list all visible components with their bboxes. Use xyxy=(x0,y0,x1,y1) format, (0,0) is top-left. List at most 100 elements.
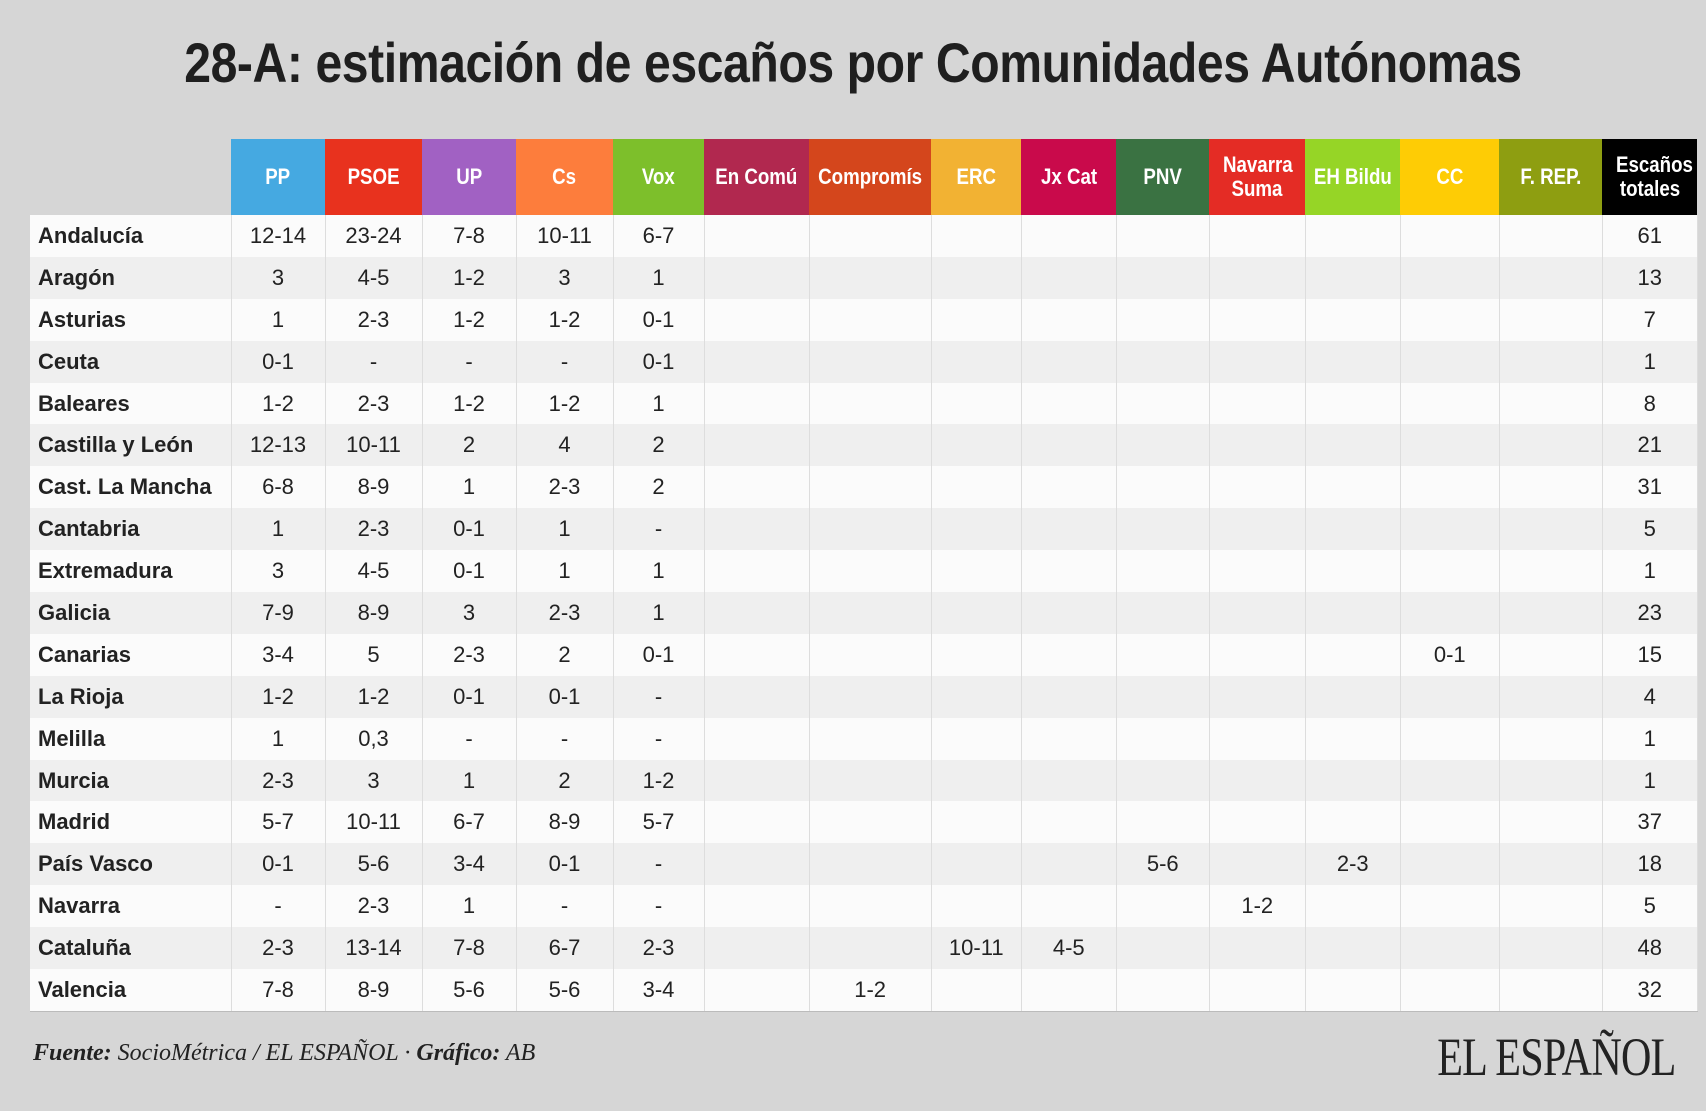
seat-cell xyxy=(704,969,810,1012)
seat-cell xyxy=(1400,298,1500,341)
seat-cell xyxy=(1499,717,1603,760)
seat-cell: 7-8 xyxy=(422,215,517,257)
seat-cell: 8-9 xyxy=(516,801,614,844)
seat-cell xyxy=(1021,843,1117,886)
seat-cell xyxy=(1116,466,1210,509)
region-label: Asturias xyxy=(30,298,232,341)
seat-cell: 2-3 xyxy=(516,466,614,509)
seat-cell xyxy=(1116,633,1210,676)
seat-cell: 31 xyxy=(1602,466,1698,509)
seat-cell: 10-11 xyxy=(931,927,1022,970)
seat-cell xyxy=(1116,927,1210,970)
seat-cell: 0-1 xyxy=(516,675,614,718)
seat-cell xyxy=(704,215,810,257)
seat-cell: 1 xyxy=(613,550,705,593)
region-label: Melilla xyxy=(30,717,232,760)
page-title: 28-A: estimación de escaños por Comunida… xyxy=(184,31,1522,94)
header-blank xyxy=(30,139,231,215)
table-row: Galicia 7-9 8-9 3 2-3 1 23 xyxy=(30,592,1698,634)
seat-cell xyxy=(1021,382,1117,425)
seat-cell: 1 xyxy=(422,759,517,802)
seat-cell: 48 xyxy=(1602,927,1698,970)
region-label: Castilla y León xyxy=(30,424,232,467)
seat-cell: 2-3 xyxy=(325,885,423,928)
seat-cell xyxy=(704,633,810,676)
seat-cell xyxy=(1021,969,1117,1012)
region-label: Valencia xyxy=(30,969,232,1012)
seat-cell: 21 xyxy=(1602,424,1698,467)
seat-cell: 1-2 xyxy=(422,256,517,299)
credit-text: AB xyxy=(500,1040,536,1066)
seat-cell xyxy=(1209,340,1306,383)
seat-cell xyxy=(809,215,932,257)
seat-cell xyxy=(704,256,810,299)
column-header-label: Navarra Suma xyxy=(1223,152,1293,201)
seat-cell xyxy=(1021,256,1117,299)
seat-cell xyxy=(1116,550,1210,593)
seat-cell xyxy=(1116,969,1210,1012)
table-row: Baleares 1-2 2-3 1-2 1-2 1 8 xyxy=(30,382,1698,425)
seat-cell xyxy=(704,927,810,970)
seat-cell xyxy=(1209,675,1306,718)
seat-cell: 1-2 xyxy=(809,969,932,1012)
seat-cell: 3 xyxy=(231,550,326,593)
seat-cell: 18 xyxy=(1602,843,1698,886)
seat-cell xyxy=(1499,256,1603,299)
seat-cell: 5 xyxy=(1602,508,1698,551)
region-label: Baleares xyxy=(30,382,232,425)
column-header: F. REP. xyxy=(1499,139,1603,215)
seat-cell: 1 xyxy=(422,885,517,928)
seat-cell xyxy=(1499,466,1603,509)
column-header-label: PNV xyxy=(1143,164,1182,189)
table-row: Melilla 1 0,3- - -1 xyxy=(30,717,1698,760)
seat-cell xyxy=(1209,298,1306,341)
seat-cell: - xyxy=(613,717,705,760)
seat-cell xyxy=(931,885,1022,928)
column-header-label: PSOE xyxy=(347,164,400,189)
seat-cell xyxy=(931,717,1022,760)
seat-cell: - xyxy=(325,340,423,383)
seat-cell xyxy=(1305,969,1401,1012)
seat-cell xyxy=(931,382,1022,425)
seat-cell xyxy=(809,843,932,886)
seat-cell xyxy=(931,298,1022,341)
seat-cell xyxy=(1305,885,1401,928)
seat-cell xyxy=(1305,759,1401,802)
seat-cell xyxy=(931,675,1022,718)
seat-cell xyxy=(1400,592,1500,634)
seat-cell xyxy=(1209,759,1306,802)
seat-cell xyxy=(1499,801,1603,844)
seat-cell xyxy=(1499,592,1603,634)
region-label: Cantabria xyxy=(30,508,232,551)
seat-cell: 2 xyxy=(516,633,614,676)
seat-cell: 4 xyxy=(516,424,614,467)
seat-cell xyxy=(1499,424,1603,467)
seat-cell: 8-9 xyxy=(325,969,423,1012)
seat-cell: 1 xyxy=(516,550,614,593)
seat-cell xyxy=(809,424,932,467)
seat-cell: 10-11 xyxy=(516,215,614,257)
seat-cell: 0-1 xyxy=(1400,633,1500,676)
seat-cell xyxy=(1021,424,1117,467)
seat-cell xyxy=(1209,633,1306,676)
seat-cell xyxy=(931,550,1022,593)
seat-cell: 2-3 xyxy=(231,927,326,970)
seat-cell xyxy=(931,508,1022,551)
seat-cell xyxy=(704,801,810,844)
seat-cell xyxy=(1305,717,1401,760)
seat-cell: 5-6 xyxy=(1116,843,1210,886)
seat-cell: 1-2 xyxy=(231,675,326,718)
seat-cell xyxy=(1116,759,1210,802)
seat-cell xyxy=(1021,550,1117,593)
seat-cell xyxy=(704,424,810,467)
seat-cell xyxy=(1400,382,1500,425)
seat-cell xyxy=(1305,466,1401,509)
seat-cell xyxy=(1499,927,1603,970)
seat-cell xyxy=(1021,340,1117,383)
seat-cell: 5 xyxy=(325,633,423,676)
seat-cell: - xyxy=(613,843,705,886)
seat-cell xyxy=(1400,675,1500,718)
seat-cell xyxy=(704,759,810,802)
seats-table: PP PSOE UP Cs Vox En Comú Compromís ERC Jx Cat PN… xyxy=(30,139,1698,1012)
seat-cell: 7 xyxy=(1602,298,1698,341)
